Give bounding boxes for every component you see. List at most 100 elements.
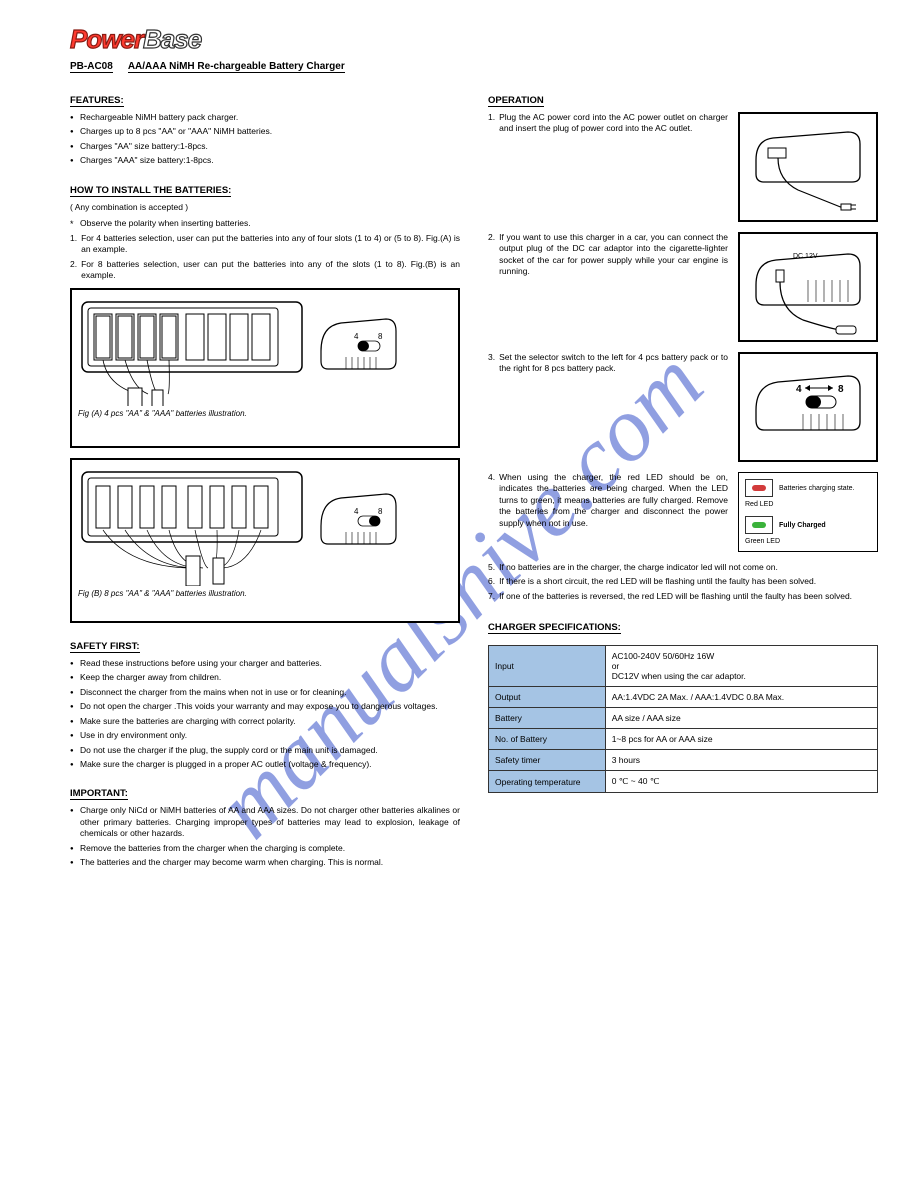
- step-number: 2.: [70, 259, 77, 282]
- led-charging-label: Batteries charging state.: [779, 485, 855, 492]
- figure-switch: 4 8: [738, 352, 878, 462]
- charger-side-switch-8-icon: 4 8: [316, 486, 401, 566]
- product-model: PB-AC08: [70, 61, 113, 73]
- figure-plug: [738, 112, 878, 222]
- red-led-caption: Red LED: [745, 501, 871, 508]
- safety-item: Do not use the charger if the plug, the …: [70, 745, 460, 756]
- operation-step-text: 6.If there is a short circuit, the red L…: [488, 576, 878, 587]
- spec-value-line: DC12V when using the car adaptor.: [612, 671, 871, 681]
- red-led-icon: [745, 479, 773, 497]
- step-text: For 8 batteries selection, user can put …: [81, 259, 460, 282]
- product-subtitle: AA/AAA NiMH Re-chargeable Battery Charge…: [128, 61, 345, 73]
- figure-a-content: 4 8: [78, 296, 452, 406]
- svg-text:8: 8: [378, 507, 383, 516]
- spec-label: Operating temperature: [489, 771, 606, 793]
- spec-heading: CHARGER SPECIFICATIONS:: [488, 622, 621, 634]
- green-led-icon: [745, 516, 773, 534]
- safety-item: Do not open the charger .This voids your…: [70, 701, 460, 712]
- features-heading: FEATURES:: [70, 95, 124, 107]
- operation-step-text: 2.If you want to use this charger in a c…: [488, 232, 728, 278]
- safety-item: Keep the charger away from children.: [70, 672, 460, 683]
- logo-left: Power: [70, 24, 143, 54]
- step-number: 2.: [488, 232, 495, 278]
- operation-step-text: 4.When using the charger, the red LED sh…: [488, 472, 728, 529]
- safety-item: Make sure the charger is plugged in a pr…: [70, 759, 460, 770]
- figure-car-adapter: DC 12V: [738, 232, 878, 342]
- spec-value: AC100-240V 50/60Hz 16W or DC12V when usi…: [605, 646, 877, 687]
- svg-text:4: 4: [354, 507, 359, 516]
- important-item: Charge only NiCd or NiMH batteries of AA…: [70, 805, 460, 839]
- step-number: 3.: [488, 352, 495, 375]
- led-row-green: Fully Charged: [745, 516, 871, 534]
- step-body: If one of the batteries is reversed, the…: [499, 591, 852, 602]
- install-step: 1.For 4 batteries selection, user can pu…: [70, 233, 460, 256]
- figure-b-caption: Fig (B) 8 pcs "AA" & "AAA" batteries ill…: [78, 589, 452, 599]
- step-body: Plug the AC power cord into the AC power…: [499, 112, 728, 135]
- operation-step-text: 7. If one of the batteries is reversed, t…: [488, 591, 878, 602]
- spec-value: 1~8 pcs for AA or AAA size: [605, 729, 877, 750]
- dc-label: DC 12V: [793, 253, 818, 260]
- step-body: If you want to use this charger in a car…: [499, 232, 728, 278]
- spec-value: AA size / AAA size: [605, 708, 877, 729]
- step-number: 7.: [488, 591, 495, 602]
- selector-switch-icon: 4 8: [748, 360, 868, 455]
- spec-value-line: AC100-240V 50/60Hz 16W: [612, 651, 871, 661]
- step-body: Set the selector switch to the left for …: [499, 352, 728, 375]
- install-heading: HOW TO INSTALL THE BATTERIES:: [70, 185, 231, 197]
- product-header: PB-AC08 AA/AAA NiMH Re-chargeable Batter…: [70, 61, 878, 83]
- operation-step-text: 1.Plug the AC power cord into the AC pow…: [488, 112, 728, 135]
- right-column: OPERATION 1.Plug the AC power cord into …: [488, 87, 878, 872]
- safety-item: Use in dry environment only.: [70, 730, 460, 741]
- step-body: When using the charger, the red LED shou…: [499, 472, 728, 529]
- table-row: Output AA:1.4VDC 2A Max. / AAA:1.4VDC 0.…: [489, 687, 878, 708]
- spec-value: 0 ℃ ~ 40 ℃: [605, 771, 877, 793]
- operation-step-text: 5. If no batteries are in the charger, th…: [488, 562, 878, 573]
- feature-item: Charges up to 8 pcs "AA" or "AAA" NiMH b…: [70, 126, 460, 137]
- install-note: ( Any combination is accepted ): [70, 202, 460, 213]
- safety-item: Read these instructions before using you…: [70, 658, 460, 669]
- spec-label: Safety timer: [489, 750, 606, 771]
- operation-step: 1.Plug the AC power cord into the AC pow…: [488, 112, 878, 222]
- safety-heading: SAFETY FIRST:: [70, 641, 140, 653]
- spec-label: Battery: [489, 708, 606, 729]
- spec-label: Output: [489, 687, 606, 708]
- operation-step-text: 3.Set the selector switch to the left fo…: [488, 352, 728, 375]
- figure-a-caption: Fig (A) 4 pcs "AA" & "AAA" batteries ill…: [78, 409, 452, 419]
- switch-label-8: 8: [838, 384, 844, 395]
- figure-a: 4 8 Fig (A) 4 pcs "AA" & "AAA" batteries…: [70, 288, 460, 448]
- spec-value-line: or: [612, 661, 871, 671]
- feature-item: Rechargeable NiMH battery pack charger.: [70, 112, 460, 123]
- spec-value: 3 hours: [605, 750, 877, 771]
- feature-item: Charges "AA" size battery:1-8pcs.: [70, 141, 460, 152]
- charger-side-switch-icon: 4 8: [316, 311, 401, 391]
- safety-item: Disconnect the charger from the mains wh…: [70, 687, 460, 698]
- step-body: If there is a short circuit, the red LED…: [499, 576, 816, 587]
- logo-right: Base: [143, 24, 201, 54]
- ac-plug-icon: [748, 120, 868, 215]
- step-body: If no batteries are in the charger, the …: [499, 562, 778, 573]
- svg-text:8: 8: [378, 332, 383, 341]
- spec-table: Input AC100-240V 50/60Hz 16W or DC12V wh…: [488, 645, 878, 793]
- install-warning: Observe the polarity when inserting batt…: [70, 218, 460, 229]
- step-text: For 4 batteries selection, user can put …: [81, 233, 460, 256]
- operation-heading: OPERATION: [488, 95, 544, 107]
- safety-item: Make sure the batteries are charging wit…: [70, 716, 460, 727]
- spec-label: Input: [489, 646, 606, 687]
- operation-step: 4.When using the charger, the red LED sh…: [488, 472, 878, 552]
- charger-top-view-full-icon: [78, 466, 308, 586]
- table-row: Safety timer 3 hours: [489, 750, 878, 771]
- table-row: Operating temperature 0 ℃ ~ 40 ℃: [489, 771, 878, 793]
- spec-value: AA:1.4VDC 2A Max. / AAA:1.4VDC 0.8A Max.: [605, 687, 877, 708]
- figure-b: 4 8 Fig (B) 8 pcs "AA" & "AAA" batteries…: [70, 458, 460, 623]
- step-number: 5.: [488, 562, 495, 573]
- page-content: PowerBase PB-AC08 AA/AAA NiMH Re-chargea…: [70, 24, 878, 872]
- spec-label: No. of Battery: [489, 729, 606, 750]
- table-row: Input AC100-240V 50/60Hz 16W or DC12V wh…: [489, 646, 878, 687]
- car-adapter-icon: DC 12V: [748, 240, 868, 335]
- install-step: 2.For 8 batteries selection, user can pu…: [70, 259, 460, 282]
- step-number: 1.: [70, 233, 77, 256]
- important-item: Remove the batteries from the charger wh…: [70, 843, 460, 854]
- step-number: 4.: [488, 472, 495, 529]
- operation-step: 2.If you want to use this charger in a c…: [488, 232, 878, 342]
- table-row: Battery AA size / AAA size: [489, 708, 878, 729]
